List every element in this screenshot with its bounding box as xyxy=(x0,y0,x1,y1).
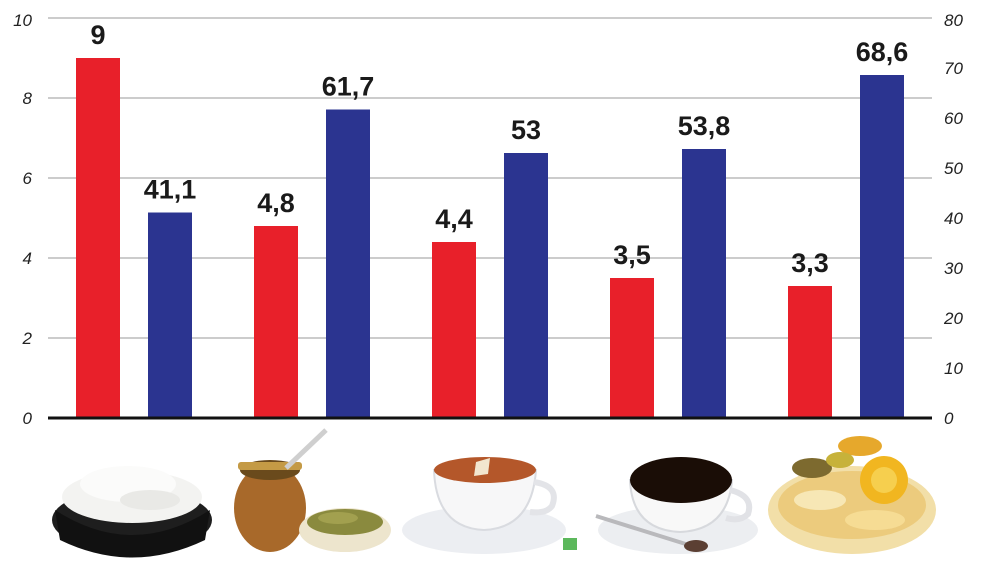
data-label: 53 xyxy=(511,115,541,145)
data-label: 4,8 xyxy=(257,188,295,218)
right-tick-label: 0 xyxy=(944,409,954,428)
right-tick-label: 60 xyxy=(944,109,963,128)
left-tick-label: 4 xyxy=(23,249,32,268)
pasta-icon xyxy=(768,436,936,554)
blue-bar-pasta xyxy=(860,75,904,418)
yerba-mate-gourd-icon xyxy=(234,428,391,552)
data-label: 9 xyxy=(90,20,105,50)
blue-bar-tea xyxy=(504,153,548,418)
data-label: 3,3 xyxy=(791,248,829,278)
right-tick-label: 10 xyxy=(944,359,963,378)
blue-bar-yerba-mate xyxy=(326,109,370,418)
red-bar-tea xyxy=(432,242,476,418)
left-tick-label: 6 xyxy=(23,169,33,188)
red-bar-yerba-mate xyxy=(254,226,298,418)
left-tick-label: 0 xyxy=(23,409,33,428)
red-bar-pasta xyxy=(788,286,832,418)
right-tick-label: 40 xyxy=(944,209,963,228)
blue-bar-rice xyxy=(148,212,192,418)
right-tick-label: 80 xyxy=(944,11,963,30)
rice-bowl-icon xyxy=(52,466,212,558)
data-label: 41,1 xyxy=(144,175,197,205)
left-tick-label: 8 xyxy=(23,89,33,108)
right-tick-label: 70 xyxy=(944,59,963,78)
data-label: 53,8 xyxy=(678,111,731,141)
data-label: 68,6 xyxy=(856,37,909,67)
right-tick-label: 20 xyxy=(943,309,963,328)
data-label: 4,4 xyxy=(435,204,473,234)
coffee-cup-icon xyxy=(595,457,758,554)
bars xyxy=(76,58,904,418)
left-tick-label: 10 xyxy=(13,11,32,30)
red-bar-rice xyxy=(76,58,120,418)
blue-bar-coffee xyxy=(682,149,726,418)
left-tick-label: 2 xyxy=(22,329,33,348)
data-label: 3,5 xyxy=(613,240,651,270)
gridlines xyxy=(48,17,932,339)
right-tick-label: 30 xyxy=(944,259,963,278)
right-axis-ticks: 0 10 20 30 40 50 60 70 80 xyxy=(943,11,963,428)
data-labels: 9 4,8 4,4 3,5 3,3 41,1 61,7 53 53,8 68,6 xyxy=(90,20,908,278)
tea-cup-icon xyxy=(402,457,577,554)
red-bar-coffee xyxy=(610,278,654,418)
data-label: 61,7 xyxy=(322,72,375,102)
left-axis-ticks: 0 2 4 6 8 10 xyxy=(13,11,32,428)
right-tick-label: 50 xyxy=(944,159,963,178)
